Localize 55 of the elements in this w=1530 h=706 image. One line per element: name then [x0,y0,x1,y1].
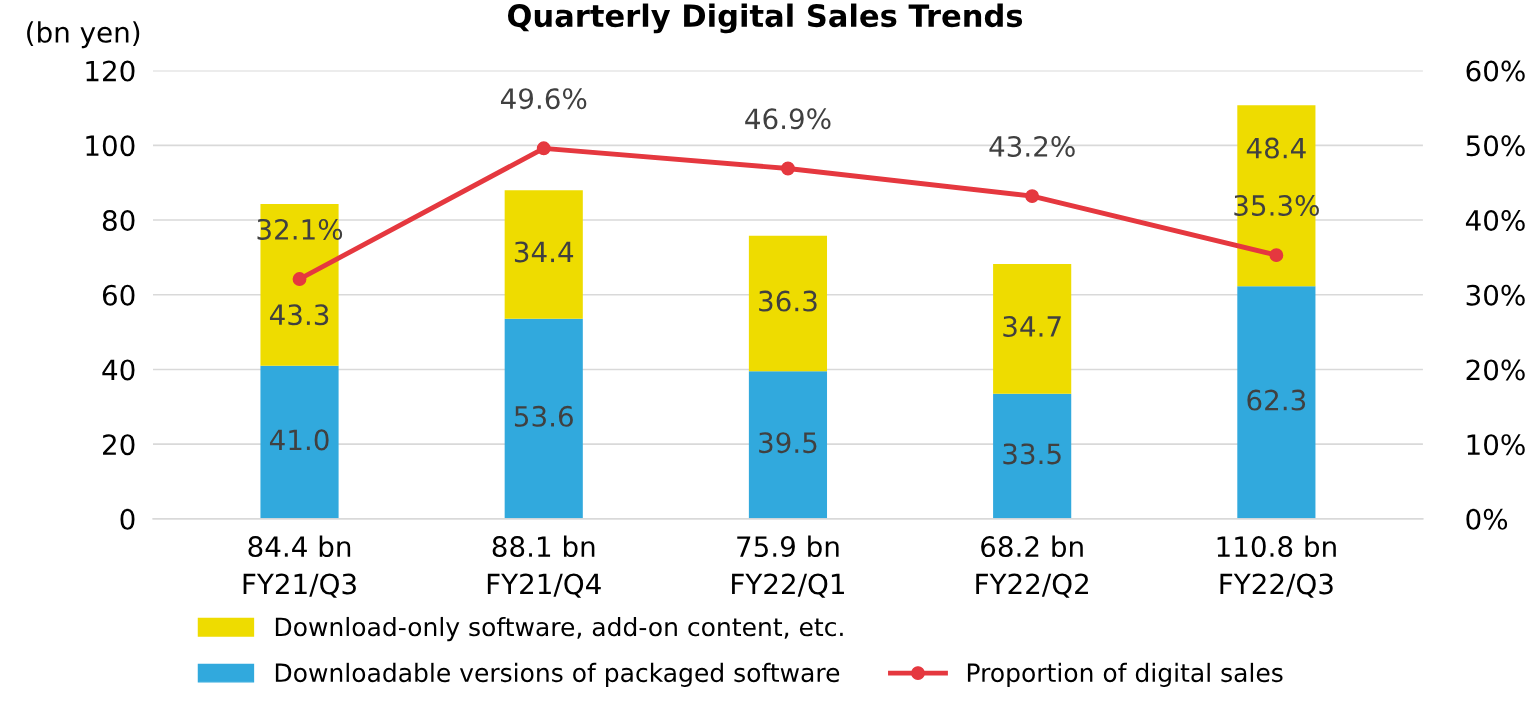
chart-title: Quarterly Digital Sales Trends [507,3,1023,34]
legend-label: Proportion of digital sales [967,662,1283,688]
point [781,161,795,176]
y2-tick-label: 0% [1466,508,1508,530]
data-label: 48.4 [1246,137,1306,159]
y-tick-label: 40 [102,359,135,381]
total-label: 88.1 bn [492,535,595,558]
y2-tick-label: 30% [1466,284,1525,306]
y-tick-label: 0 [120,508,135,530]
data-label: 41.0 [269,429,329,451]
y2-tick-label: 40% [1465,209,1525,231]
bar [748,371,828,519]
total-label: 75.9 bn [737,535,839,558]
bar [748,235,828,372]
data-label: 43.2% [989,135,1075,157]
x-tick-label: FY21/Q3 [243,573,356,598]
x-tick-label: FY21/Q4 [487,573,601,598]
total-label: 68.2 bn [981,535,1083,558]
bar [260,365,339,519]
data-label: 53.6 [514,405,573,427]
x-tick-label: FY22/Q2 [976,573,1088,598]
data-label: 34.4 [514,241,574,263]
data-label: 43.3 [269,304,329,326]
y-tick-label: 100 [86,135,135,157]
bar [993,393,1072,519]
y2-tick-label: 20% [1466,359,1525,381]
bar [504,190,583,319]
data-label: 36.3 [759,290,817,312]
y2-tick-label: 60% [1466,60,1525,82]
bar [993,264,1072,394]
point [292,272,307,287]
point [1025,189,1040,204]
x-tick-label: FY22/Q3 [1220,573,1333,598]
legend-label: Downloadable versions of packaged software [275,662,840,688]
legend-label: Download-only software, add-on content, etc. [275,616,843,642]
bar [1237,286,1316,519]
y2-tick-label: 50% [1466,135,1525,157]
bar [504,318,583,519]
y2-tick-label: 10% [1467,434,1525,456]
data-label: 46.9% [745,108,831,130]
data-label: 49.6% [500,88,587,110]
total-label: 84.4 bn [248,535,351,558]
y-axis-title: (bn yen) [27,21,140,49]
data-label: 62.3 [1247,389,1306,411]
y-tick-label: 20 [103,434,135,456]
y-tick-label: 120 [86,60,135,82]
point [1269,248,1284,263]
data-label: 39.5 [759,432,817,454]
data-label: 33.5 [1003,443,1061,465]
y-tick-label: 80 [102,209,135,231]
data-label: 34.7 [1003,315,1061,337]
point [536,141,551,156]
y-tick-label: 60 [102,284,135,306]
total-label: 110.8 bn [1217,535,1336,558]
x-tick-label: FY22/Q1 [732,573,844,598]
